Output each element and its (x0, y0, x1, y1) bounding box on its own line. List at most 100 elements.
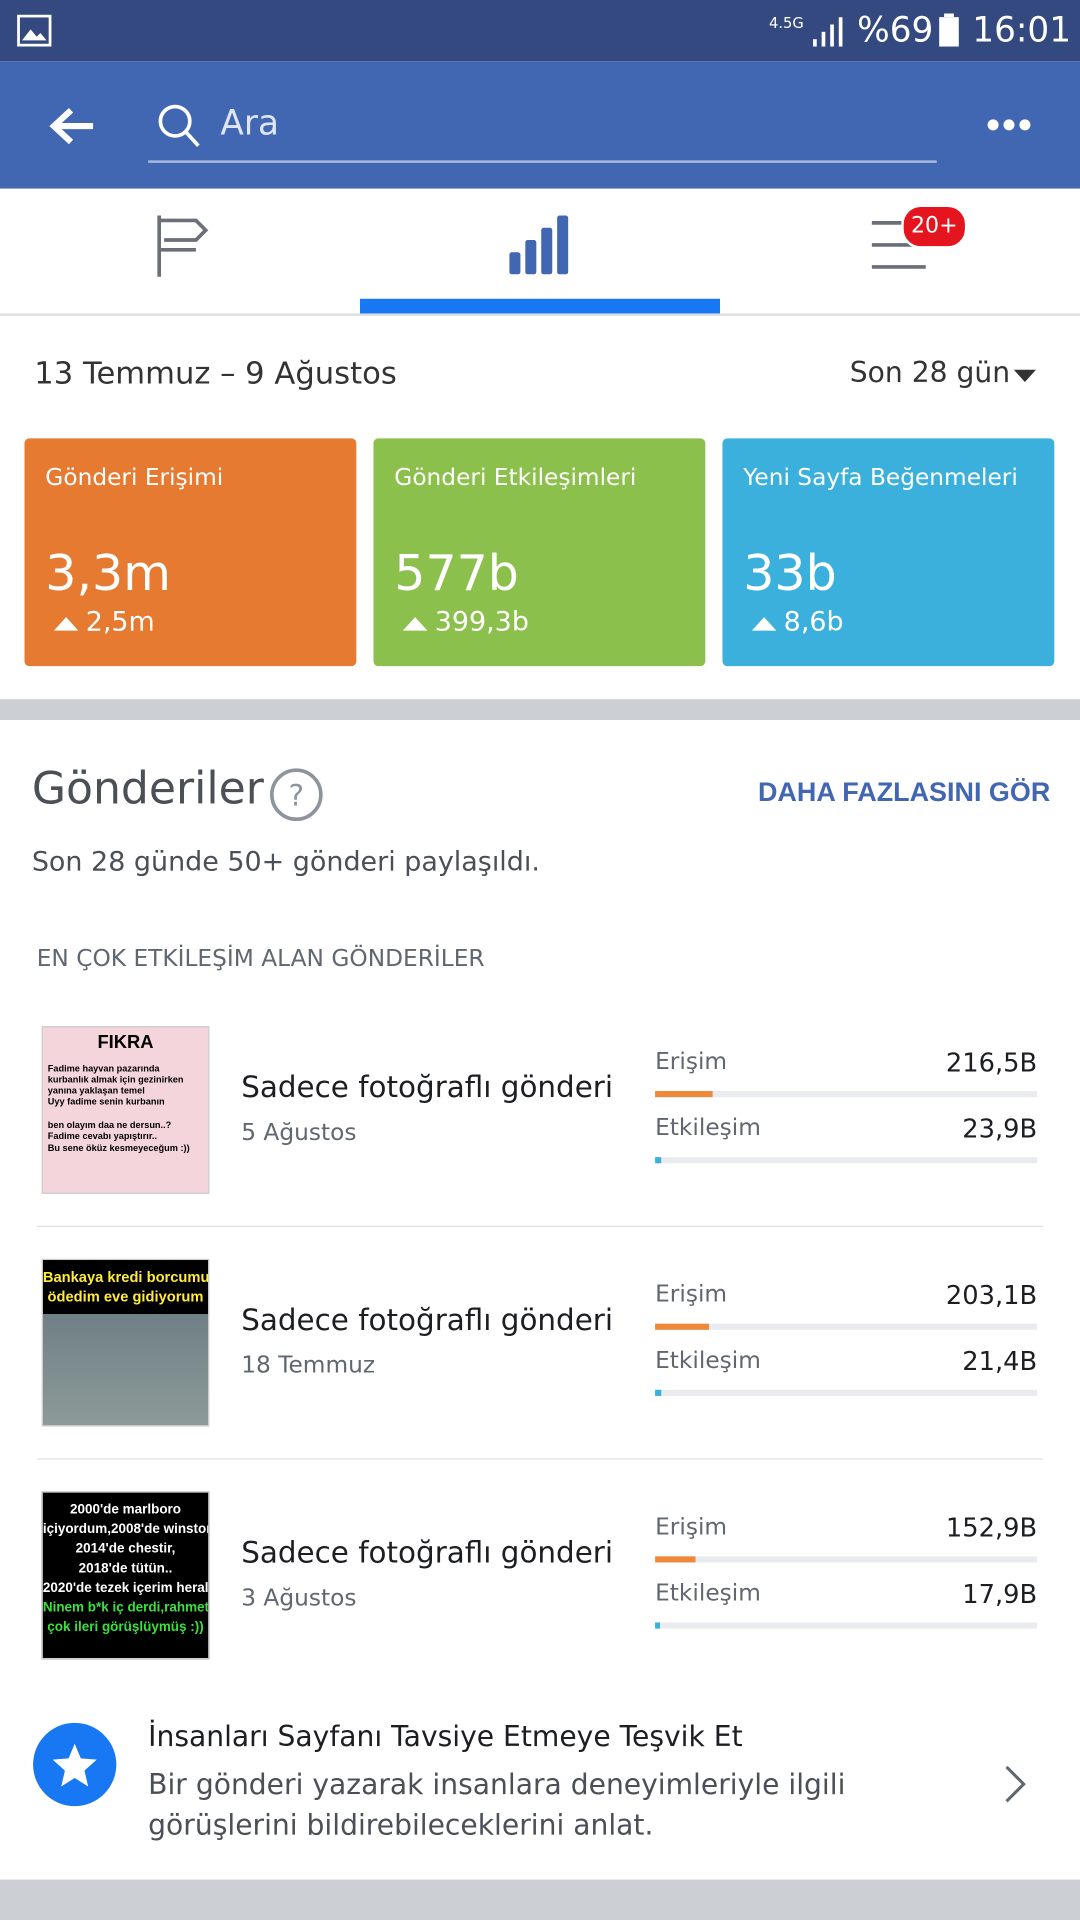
app-bar (0, 61, 1080, 189)
metric-bar (655, 1556, 696, 1563)
post-divider (36, 1225, 1044, 1227)
thumbnail-text: 2018'de tütün.. (78, 1561, 173, 1576)
metric-bar (655, 1091, 713, 1098)
status-bar (0, 0, 1080, 62)
card-value: 577b (394, 546, 519, 603)
post-thumbnail: FIKRA Fadime hayvan pazarında kurbanlık al… (41, 1026, 210, 1194)
post-date: 5 Ağustos (241, 1119, 357, 1147)
post-thumbnail: 2000'de marlboro içiyordum,2008'de winsto… (41, 1491, 210, 1660)
thumbnail-text: yanına yaklaşan temel (47, 1084, 145, 1096)
thumbnail-text: 2014'de chestir, (75, 1541, 176, 1557)
notification-badge: 20+ (901, 204, 968, 249)
metric-label: Etkileşim (655, 1579, 761, 1607)
page-tab[interactable] (154, 213, 210, 279)
thumbnail-text: Bankaya kredi borcumu (42, 1268, 210, 1286)
card-title: Gönderi Erişimi (45, 464, 224, 492)
card-change: 2,5m (85, 607, 155, 638)
network: 4.5G (768, 14, 804, 32)
thumbnail-text: içiyordum,2008'de winston, (42, 1522, 210, 1537)
active-tab-indicator (360, 298, 721, 314)
card-value: 33b (743, 546, 837, 603)
thumbnail-text: kurbanlık almak için gezinirken (47, 1073, 184, 1085)
metric-bar (655, 1389, 661, 1396)
change-arrow (751, 617, 777, 631)
metric-bar (655, 1622, 661, 1629)
divider (0, 313, 1080, 316)
back-button[interactable] (49, 105, 98, 147)
battery-level: %69 (857, 9, 934, 51)
metric-value: 21,4B (962, 1346, 1038, 1377)
section-divider (0, 699, 1080, 721)
search-underline (148, 160, 937, 163)
see-more-link[interactable]: DAHA FAZLASINI GÖR (757, 776, 1051, 807)
metric-card: Gönderi Etkileşimleri 577b 399,3b (373, 438, 706, 667)
period-selector[interactable]: Son 28 gün (849, 357, 1011, 390)
thumbnail-text: 2020'de tezek içerim heralde. (42, 1580, 209, 1596)
change-arrow (402, 617, 428, 631)
metric-bar-track (655, 1389, 1038, 1396)
post-divider (36, 1458, 1044, 1460)
metric-value: 17,9B (962, 1579, 1038, 1609)
section-subtitle: Son 28 günde 50+ gönderi paylaşıldı. (31, 847, 540, 878)
star-icon (33, 1722, 117, 1807)
metric-label: Etkileşim (655, 1114, 761, 1142)
promo-title: İnsanları Sayfanı Tavsiye Etmeye Teşvik … (148, 1721, 743, 1754)
thumbnail-text: çok ileri görüşlüymüş :)) (47, 1620, 204, 1635)
clock: 16:01 (972, 9, 1072, 51)
post-title: Sadece fotoğraflı gönderi (241, 1535, 614, 1570)
thumbnail-text: Uyy fadime senin kurbanın (47, 1095, 165, 1107)
metric-value: 23,9B (962, 1114, 1038, 1144)
metric-label: Erişim (655, 1048, 728, 1076)
metric-value: 152,9B (945, 1513, 1038, 1543)
more-button[interactable] (987, 118, 1031, 133)
battery-icon (939, 13, 959, 47)
metric-bar-track (655, 1323, 1038, 1330)
help-icon[interactable]: ? (269, 768, 325, 822)
post-date: 3 Ağustos (241, 1584, 357, 1612)
card-change: 8,6b (783, 607, 844, 638)
thumbnail-text: ödedim eve gidiyorum (47, 1288, 204, 1306)
metric-card: Yeni Sayfa Beğenmeleri 33b 8,6b (722, 438, 1055, 667)
date-range: 13 Temmuz – 9 Ağustos (34, 355, 397, 391)
thumbnail-text: FIKRA (97, 1032, 154, 1054)
metric-bar-track (655, 1556, 1038, 1563)
thumbnail-text: ben olayım daa ne dersun..? (47, 1119, 172, 1131)
gallery-icon (17, 14, 52, 47)
metric-label: Erişim (655, 1513, 728, 1541)
thumbnail-text: Fadime cevabı yapıştırır.. (47, 1130, 158, 1142)
bottom-divider (0, 1879, 1080, 1920)
list-header: EN ÇOK ETKİLEŞİM ALAN GÖNDERİLER (36, 945, 485, 973)
svg-text:?: ? (289, 779, 305, 813)
metric-bar-track (655, 1091, 1038, 1098)
change-arrow (53, 617, 79, 631)
post-title: Sadece fotoğraflı gönderi (241, 1070, 614, 1105)
metric-label: Erişim (655, 1280, 728, 1308)
metric-value: 203,1B (945, 1280, 1038, 1311)
metric-bar (655, 1157, 661, 1164)
metric-bar-track (655, 1157, 1038, 1164)
card-title: Yeni Sayfa Beğenmeleri (743, 464, 1018, 492)
card-change: 399,3b (434, 607, 529, 638)
metric-card: Gönderi Erişimi 3,3m 2,5m (24, 438, 357, 667)
promo-body: Bir gönderi yazarak insanlara deneyimler… (148, 1769, 846, 1842)
metric-value: 216,5B (945, 1048, 1038, 1078)
metric-label: Etkileşim (655, 1346, 761, 1374)
signal-icon (813, 17, 843, 47)
post-date: 18 Temmuz (241, 1351, 376, 1379)
thumbnail-text: 2000'de marlboro (70, 1502, 182, 1518)
card-title: Gönderi Etkileşimleri (394, 464, 637, 492)
thumbnail-text: Bu sene öküz kesmeyeceğum :)) (47, 1142, 190, 1154)
post-title: Sadece fotoğraflı gönderi (241, 1302, 614, 1338)
metric-bar-track (655, 1622, 1038, 1629)
card-value: 3,3m (45, 546, 171, 603)
chevron[interactable] (1002, 1763, 1029, 1805)
section-title: Gönderiler (31, 764, 264, 815)
search-input[interactable]: Ara (220, 102, 279, 144)
search-icon (158, 104, 200, 147)
thumbnail-text: Ninem b*k iç derdi,rahmetli (42, 1600, 210, 1616)
post-thumbnail: Bankaya kredi borcumu ödedim eve gidiyoru… (41, 1258, 210, 1427)
insights-tab[interactable] (507, 215, 573, 277)
metric-bar (655, 1323, 709, 1330)
dropdown-arrow (1013, 369, 1036, 383)
